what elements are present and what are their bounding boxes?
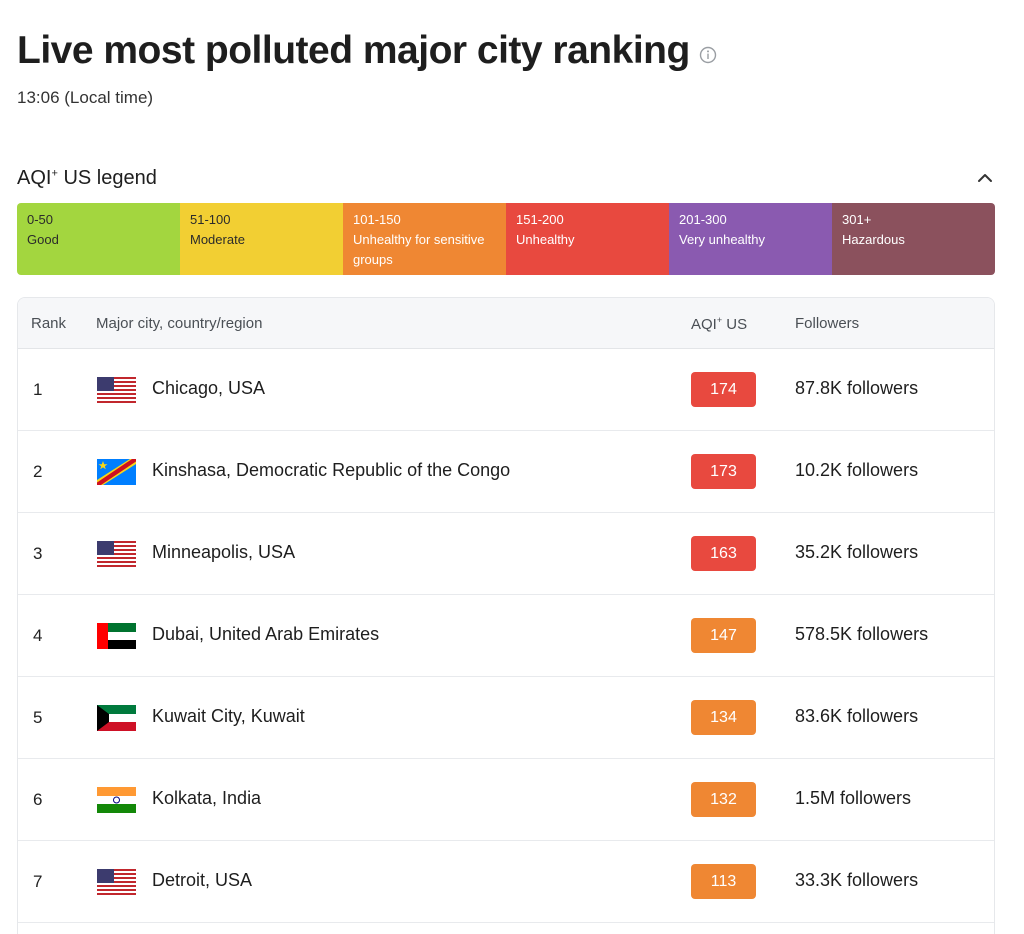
chevron-up-icon[interactable] [975,168,995,188]
aqi-badge: 173 [691,454,756,489]
followers-count: 35.2K followers [795,542,919,562]
legend-segment-good: 0-50 Good [17,203,180,275]
rank-value: 6 [33,790,43,809]
followers-count: 83.6K followers [795,706,919,726]
city-link[interactable]: Kolkata, India [152,788,262,808]
table-row[interactable]: 2 Kinshasa, Democratic Republic of the C… [18,431,994,513]
legend-segment-moderate: 51-100 Moderate [180,203,343,275]
drc-flag-icon [97,459,136,485]
rank-value: 5 [33,708,43,727]
rank-value: 2 [33,462,43,481]
page-title-wrap: Live most polluted major city ranking [17,28,717,74]
table-row[interactable]: 3 Minneapolis, USA 163 35.2K followers [18,513,994,595]
aqi-badge: 134 [691,700,756,735]
rank-value: 3 [33,544,43,563]
city-link[interactable]: Kuwait City, Kuwait [152,706,305,726]
table-row[interactable]: 4 Dubai, United Arab Emirates 147 578.5K… [18,595,994,677]
rank-value: 4 [33,626,43,645]
aqi-badge: 163 [691,536,756,571]
followers-count: 87.8K followers [795,378,919,398]
table-row[interactable]: 5 Kuwait City, Kuwait 134 83.6K follower… [18,677,994,759]
rank-value: 7 [33,872,43,891]
legend-title: AQI+ US legend [17,166,157,189]
followers-count: 1.5M followers [795,788,912,808]
header-city: Major city, country/region [96,315,263,332]
followers-count: 578.5K followers [795,624,929,644]
city-link[interactable]: Detroit, USA [152,870,253,890]
legend-segment-hazardous: 301+ Hazardous [832,203,995,275]
followers-count: 33.3K followers [795,870,919,890]
city-link[interactable]: Minneapolis, USA [152,542,296,562]
table-row[interactable]: 6 Kolkata, India 132 1.5M followers [18,759,994,841]
legend-segment-unhealthy-sensitive: 101-150 Unhealthy for sensitive groups [343,203,506,275]
ranking-table: Rank Major city, country/region AQI+ US … [17,297,995,934]
header-followers: Followers [795,315,860,332]
us-flag-icon [97,869,136,895]
table-row[interactable]: 7 Detroit, USA 113 33.3K followers [18,841,994,923]
city-link[interactable]: Dubai, United Arab Emirates [152,624,380,644]
rank-value: 1 [33,380,43,399]
header-aqi: AQI+ US [691,315,748,333]
local-time: 13:06 (Local time) [17,88,154,107]
aqi-badge: 132 [691,782,756,817]
legend-segment-unhealthy: 151-200 Unhealthy [506,203,669,275]
table-header: Rank Major city, country/region AQI+ US … [18,298,994,349]
aqi-badge: 147 [691,618,756,653]
india-flag-icon [97,787,136,813]
us-flag-icon [97,541,136,567]
aqi-badge: 113 [691,864,756,899]
us-flag-icon [97,377,136,403]
aqi-legend-bar: 0-50 Good 51-100 Moderate 101-150 Unhealthy… [17,203,995,275]
kuwait-flag-icon [97,705,136,731]
legend-segment-very-unhealthy: 201-300 Very unhealthy [669,203,832,275]
header-rank: Rank [31,315,67,332]
city-link[interactable]: Kinshasa, Democratic Republic of the Con… [152,460,511,480]
aqi-badge: 174 [691,372,756,407]
info-icon[interactable] [699,46,717,64]
followers-count: 10.2K followers [795,460,919,480]
page-title: Live most polluted major city ranking [17,29,690,72]
table-row[interactable]: 1 Chicago, USA 174 87.8K followers [18,349,994,431]
city-link[interactable]: Chicago, USA [152,378,266,398]
uae-flag-icon [97,623,136,649]
legend-header[interactable]: AQI+ US legend [17,165,995,191]
